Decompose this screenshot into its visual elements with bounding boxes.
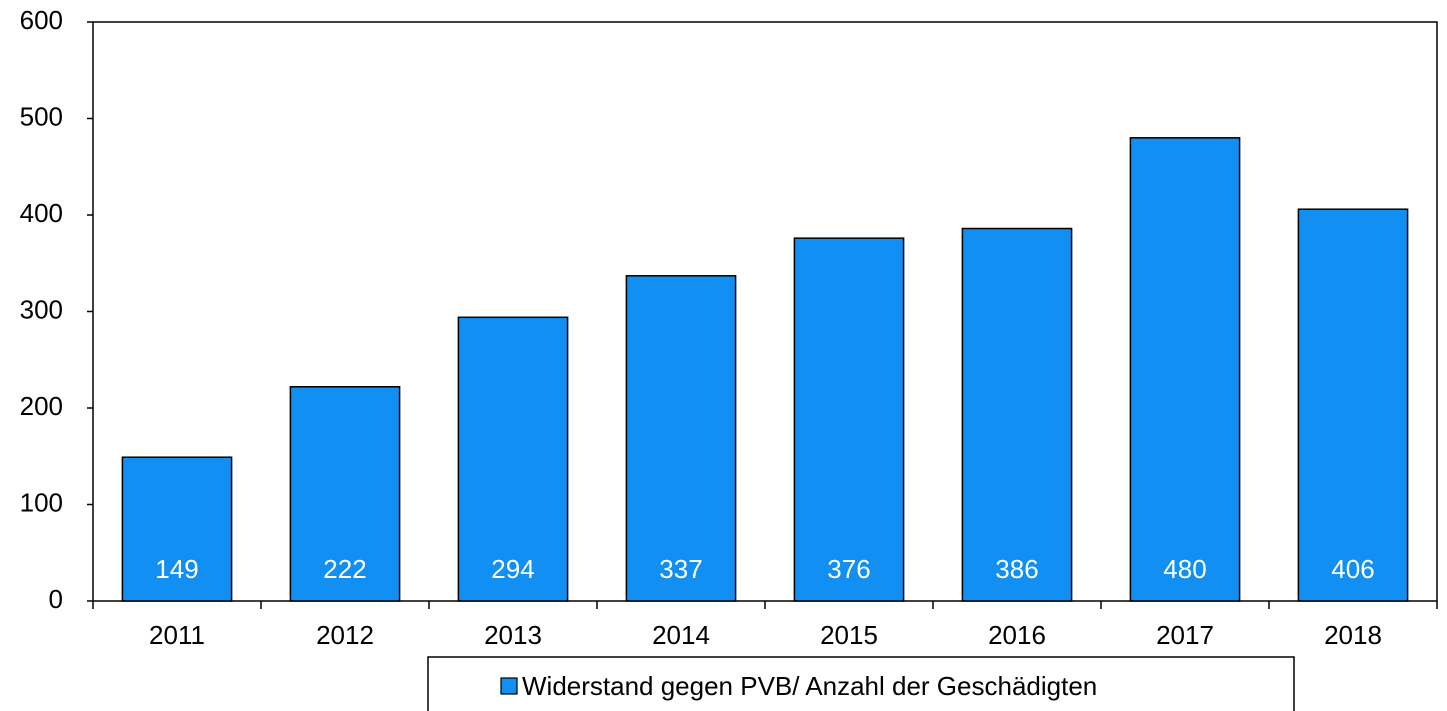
x-tick-label: 2013 <box>484 620 542 650</box>
y-tick-label: 300 <box>20 294 63 324</box>
y-tick-label: 0 <box>49 584 63 614</box>
bar <box>961 227 1073 602</box>
data-label: 337 <box>659 554 702 584</box>
x-tick-label: 2016 <box>988 620 1046 650</box>
bar <box>121 456 233 602</box>
data-label: 480 <box>1163 554 1206 584</box>
x-tick-label: 2015 <box>820 620 878 650</box>
y-tick-label: 600 <box>20 5 63 35</box>
data-label: 386 <box>995 554 1038 584</box>
bar <box>1297 208 1409 602</box>
x-tick-label: 2011 <box>149 620 205 650</box>
data-label: 406 <box>1331 554 1374 584</box>
y-tick-label: 500 <box>20 101 63 131</box>
y-tick-label: 100 <box>20 487 63 517</box>
x-tick-label: 2017 <box>1156 620 1214 650</box>
data-label: 222 <box>323 554 366 584</box>
x-tick-label: 2018 <box>1324 620 1382 650</box>
bar <box>625 275 737 602</box>
legend-swatch <box>500 677 518 695</box>
bar <box>793 237 905 602</box>
legend-label: Widerstand gegen PVB/ Anzahl der Geschäd… <box>522 671 1097 701</box>
y-tick-label: 200 <box>20 391 63 421</box>
data-label: 294 <box>491 554 534 584</box>
data-label: 376 <box>827 554 870 584</box>
bar <box>1129 137 1241 602</box>
data-label: 149 <box>155 554 198 584</box>
x-tick-label: 2012 <box>316 620 374 650</box>
x-tick-label: 2014 <box>652 620 710 650</box>
bar <box>457 316 569 602</box>
legend-box <box>427 656 1295 711</box>
bar <box>289 386 401 602</box>
y-tick-label: 400 <box>20 198 63 228</box>
